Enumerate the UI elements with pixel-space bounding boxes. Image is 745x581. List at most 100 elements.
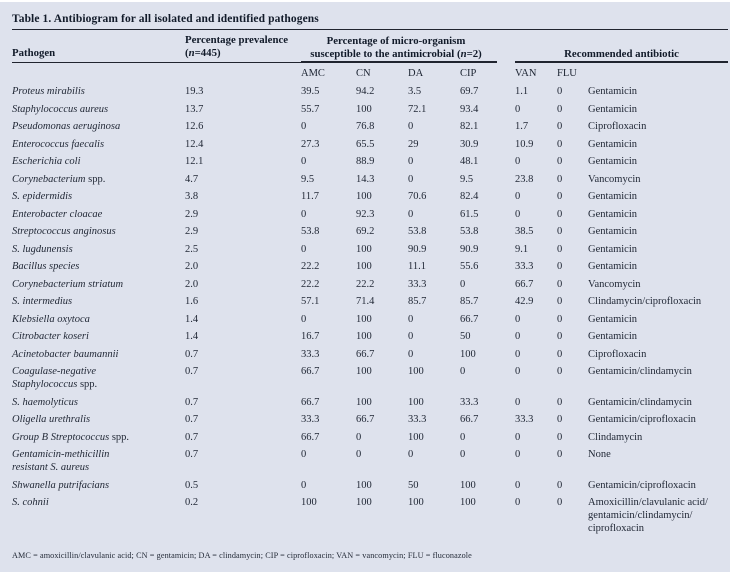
table-row: Streptococcus anginosus 2.9 53.8 69.2 53.8 53… [12, 223, 728, 241]
van-cell: 0 [515, 313, 521, 325]
prevalence-cell: 0.2 [185, 497, 199, 508]
cip-cell: 30.9 [460, 138, 479, 150]
amc-cell: 0 [301, 156, 307, 167]
prevalence-cell: 3.8 [185, 191, 199, 202]
table-row: Staphylococcus aureus 13.7 55.7 100 72.1 93.4… [12, 101, 728, 119]
flu-cell: 0 [557, 296, 563, 307]
amc-cell: 11.7 [301, 191, 319, 202]
cn-cell: 100 [356, 261, 372, 272]
pathogen-cell: Coagulase-negative Staphylococcus spp. [12, 366, 98, 390]
table-row: S. epidermidis 3.8 11.7 100 70.6 82.4 0 0 Gentam… [12, 188, 728, 206]
flu-cell: 0 [557, 261, 563, 272]
antibiotic-cell: Gentamicin/clindamycin [588, 366, 692, 377]
flu-cell: 0 [557, 243, 563, 255]
da-cell: 85.7 [408, 296, 427, 307]
da-cell: 72.1 [408, 103, 427, 115]
prevalence-cell: 2.9 [185, 226, 199, 237]
prevalence-cell: 0.7 [185, 449, 199, 460]
amc-cell: 22.2 [301, 278, 320, 290]
table-row: Pseudomonas aeruginosa 12.6 0 76.8 0 82.1 1.7 0… [12, 118, 728, 136]
cip-cell: 0 [460, 449, 466, 460]
subheader-empty-antibiotic [588, 63, 728, 83]
pathogen-cell: Streptococcus anginosus [12, 226, 116, 237]
table-row: Klebsiella oxytoca 1.4 0 100 0 66.7 0 0 Gentamic… [12, 311, 728, 329]
antibiotic-cell: Gentamicin [588, 138, 638, 150]
table-row: Escherichia coli 12.1 0 88.9 0 48.1 0 0 Gentamic… [12, 153, 728, 171]
cn-cell: 100 [356, 497, 372, 508]
table-row: Proteus mirabilis 19.3 39.5 94.2 3.5 69.7 1.1 0… [12, 83, 728, 101]
da-cell: 3.5 [408, 86, 422, 97]
prevalence-header-line1: Percentage prevalence [185, 34, 289, 46]
da-cell: 11.1 [408, 261, 426, 272]
pathogen-suffix: spp. [77, 379, 98, 390]
flu-cell: 0 [557, 366, 563, 377]
prevalence-cell: 0.7 [185, 431, 199, 443]
pathogen-cell: S. intermedius [12, 296, 73, 307]
da-cell: 0 [408, 208, 414, 220]
van-cell: 0 [515, 156, 521, 167]
cn-cell: 92.3 [356, 208, 375, 220]
antibiotic-cell: Gentamicin [588, 156, 638, 167]
amc-cell: 100 [301, 497, 317, 508]
flu-cell: 0 [557, 226, 563, 237]
flu-cell: 0 [557, 396, 563, 408]
cip-cell: 0 [460, 366, 466, 377]
da-cell: 100 [408, 431, 424, 443]
subheader-van: VAN [515, 68, 537, 79]
da-cell: 0 [408, 449, 414, 460]
cn-cell: 69.2 [356, 226, 375, 237]
pathogen-cell: Enterococcus faecalis [12, 138, 105, 150]
da-cell: 0 [408, 156, 414, 167]
antibiotic-cell: Gentamicin [588, 313, 638, 325]
antibiotic-cell: Amoxicillin/clavulanic acid/gentamicin/c… [588, 497, 708, 534]
cn-cell: 100 [356, 366, 372, 377]
van-cell: 23.8 [515, 173, 534, 185]
amc-cell: 57.1 [301, 296, 320, 307]
prevalence-cell: 1.4 [185, 313, 199, 325]
cn-cell: 100 [356, 313, 372, 325]
cip-cell: 48.1 [460, 156, 479, 167]
cn-cell: 22.2 [356, 278, 375, 290]
da-cell: 50 [408, 479, 419, 491]
van-cell: 1.7 [515, 121, 529, 132]
pathogen-cell: S. haemolyticus [12, 396, 78, 408]
pathogen-suffix: spp. [109, 431, 130, 443]
table-row: Coagulase-negative Staphylococcus spp. 0.7… [12, 363, 728, 394]
cn-cell: 66.7 [356, 348, 375, 360]
prevalence-cell: 2.0 [185, 278, 199, 290]
column-header-recommended-antibiotic: Recommended antibiotic [515, 30, 729, 63]
flu-cell: 0 [557, 208, 563, 220]
pathogen-cell: Gentamicin-methicillin resistant S. aureu… [12, 449, 110, 473]
cip-cell: 69.7 [460, 86, 479, 97]
subheader-amc: AMC [301, 68, 325, 79]
subheader-empty-prevalence [185, 63, 301, 83]
cip-cell: 0 [460, 431, 466, 443]
pathogen-cell: Group B Streptococcus spp. [12, 431, 130, 443]
cn-cell: 100 [356, 396, 372, 408]
antibiotic-cell: Gentamicin [588, 226, 638, 237]
cn-cell: 100 [356, 331, 372, 342]
pathogen-cell: Enterobacter cloacae [12, 208, 103, 220]
pathogen-cell: Pseudomonas aeruginosa [12, 121, 121, 132]
amc-cell: 0 [301, 313, 307, 325]
da-cell: 0 [408, 313, 414, 325]
prevalence-cell: 1.6 [185, 296, 199, 307]
cn-cell: 66.7 [356, 414, 375, 425]
amc-cell: 0 [301, 479, 307, 491]
susceptibility-header-line1: Percentage of micro-organism [326, 35, 466, 47]
flu-cell: 0 [557, 173, 563, 185]
flu-cell: 0 [557, 103, 563, 115]
cip-cell: 100 [460, 348, 476, 360]
cip-cell: 61.5 [460, 208, 479, 220]
cip-cell: 33.3 [460, 396, 479, 408]
flu-cell: 0 [557, 497, 563, 508]
prevalence-cell: 1.4 [185, 331, 199, 342]
table-row: S. intermedius 1.6 57.1 71.4 85.7 85.7 42.9 0 Cl… [12, 293, 728, 311]
amc-cell: 0 [301, 208, 307, 220]
table-row: S. haemolyticus 0.7 66.7 100 100 33.3 0 0 Gentam… [12, 394, 728, 412]
subheader-flu: FLU [557, 68, 577, 79]
antibiotic-cell: Clindamycin/ciprofloxacin [588, 296, 702, 307]
antibiogram-table: Pathogen Percentage prevalence (n=445) P… [12, 30, 729, 538]
cn-cell: 100 [356, 103, 372, 115]
van-cell: 38.5 [515, 226, 534, 237]
